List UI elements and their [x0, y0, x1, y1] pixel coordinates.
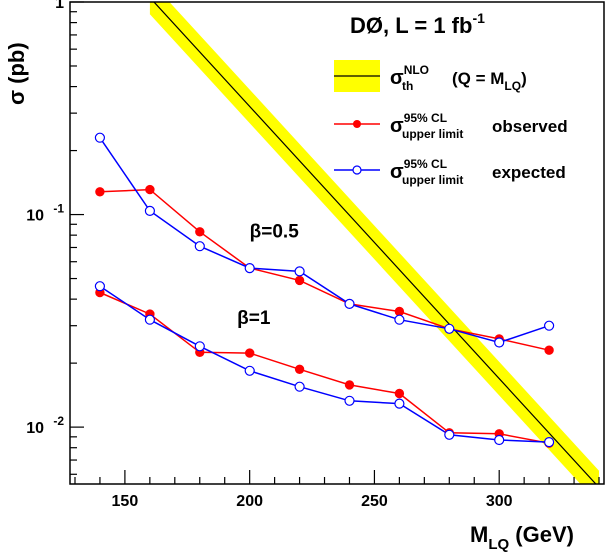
experiment-label: DØ, L = 1 fb-1 [350, 10, 485, 38]
y-tick-label: 10 [26, 420, 44, 437]
x-tick-label: 250 [361, 493, 388, 510]
theory-band-layer [149, 2, 599, 484]
legend-nlo-text: (Q = M [452, 69, 504, 88]
legend-nlo-sub: th [402, 79, 413, 93]
series-line-exp_beta05 [99, 137, 550, 344]
point-exp_beta05 [543, 320, 555, 331]
plot-frame [69, 1, 605, 485]
point-exp_beta05 [494, 337, 505, 348]
legend-expected-sup: 95% CL [404, 157, 447, 171]
point-obs_beta1 [394, 388, 405, 399]
point-exp_beta05 [194, 241, 205, 252]
point-obs_beta1 [344, 380, 355, 390]
y-axis-title: σ (pb) [4, 42, 29, 105]
point-exp_beta1 [94, 281, 106, 292]
experiment-label-text: DØ, L = 1 fb [350, 13, 472, 38]
legend-observed-label: σ95% CL upper limit observed [390, 111, 568, 141]
point-obs_beta05 [195, 227, 205, 237]
x-axis-title: MLQ (GeV) [470, 522, 574, 553]
x-axis-title-unit: (GeV) [509, 522, 574, 547]
point-exp_beta1 [344, 395, 355, 406]
legend-expected-sym: σ [390, 161, 404, 183]
legend-nlo-sup: NLO [404, 63, 429, 77]
point-obs_beta1 [245, 348, 255, 358]
annotation-beta-1: β=1 [237, 308, 271, 329]
legend-nlo-label: σNLO th (Q = MLQ) [390, 63, 527, 93]
point-obs_beta05 [394, 306, 405, 317]
y-tick-label: 10 [26, 208, 44, 225]
legend-observed-sub: upper limit [402, 127, 463, 141]
legend: σNLO th (Q = MLQ) σ95% CL upper limit observ… [334, 60, 568, 187]
x-tick-label: 150 [112, 493, 139, 510]
legend-observed-sym: σ [390, 115, 404, 137]
legend-observed-text: observed [492, 117, 568, 136]
legend-expected-label: σ95% CL upper limit expected [390, 157, 566, 187]
legend-nlo-sym: σ [390, 67, 404, 89]
x-tick-label: 200 [236, 493, 263, 510]
annotation-beta-0.5: β=0.5 [250, 221, 300, 242]
point-exp_beta1 [244, 365, 255, 376]
legend-observed-sup: 95% CL [404, 111, 447, 125]
point-exp_beta05 [294, 266, 305, 277]
point-exp_beta05 [394, 314, 405, 325]
point-exp_beta1 [444, 429, 455, 440]
point-exp_beta05 [244, 263, 255, 274]
series-layer [94, 132, 555, 448]
point-exp_beta05 [94, 132, 106, 143]
point-obs_beta1 [294, 364, 305, 374]
point-exp_beta1 [144, 314, 155, 325]
point-obs_beta05 [294, 275, 305, 286]
point-exp_beta05 [344, 298, 355, 309]
legend-expected-marker [352, 165, 362, 175]
y-tick-exponent: -1 [53, 202, 64, 216]
experiment-label-sup: -1 [472, 10, 485, 26]
point-exp_beta1 [394, 398, 405, 409]
series-line-exp_beta1 [99, 285, 550, 443]
legend-nlo-text-end: ) [521, 69, 527, 88]
x-tick-label: 300 [486, 493, 513, 510]
theory-central-line [153, 2, 597, 484]
point-exp_beta05 [444, 323, 455, 334]
point-exp_beta05 [144, 205, 155, 216]
point-exp_beta1 [494, 434, 505, 446]
legend-nlo-text-sub: LQ [504, 79, 521, 93]
point-obs_beta05 [544, 345, 554, 355]
axis-layer: 150 200 250 300 1 10 -1 10 -2 [26, 0, 600, 510]
x-axis-title-main: M [470, 522, 488, 547]
series-line-obs_beta05 [99, 188, 550, 351]
point-obs_beta05 [95, 187, 105, 197]
point-exp_beta1 [543, 437, 555, 448]
point-exp_beta1 [294, 381, 305, 392]
point-exp_beta1 [194, 341, 205, 352]
point-obs_beta05 [145, 184, 155, 195]
y-tick-exponent: -2 [53, 414, 64, 428]
legend-expected-text: expected [492, 163, 566, 182]
legend-expected-sub: upper limit [402, 173, 463, 187]
y-tick-label: 1 [55, 0, 64, 12]
x-axis-title-sub: LQ [488, 536, 509, 553]
legend-observed-marker [353, 120, 361, 128]
